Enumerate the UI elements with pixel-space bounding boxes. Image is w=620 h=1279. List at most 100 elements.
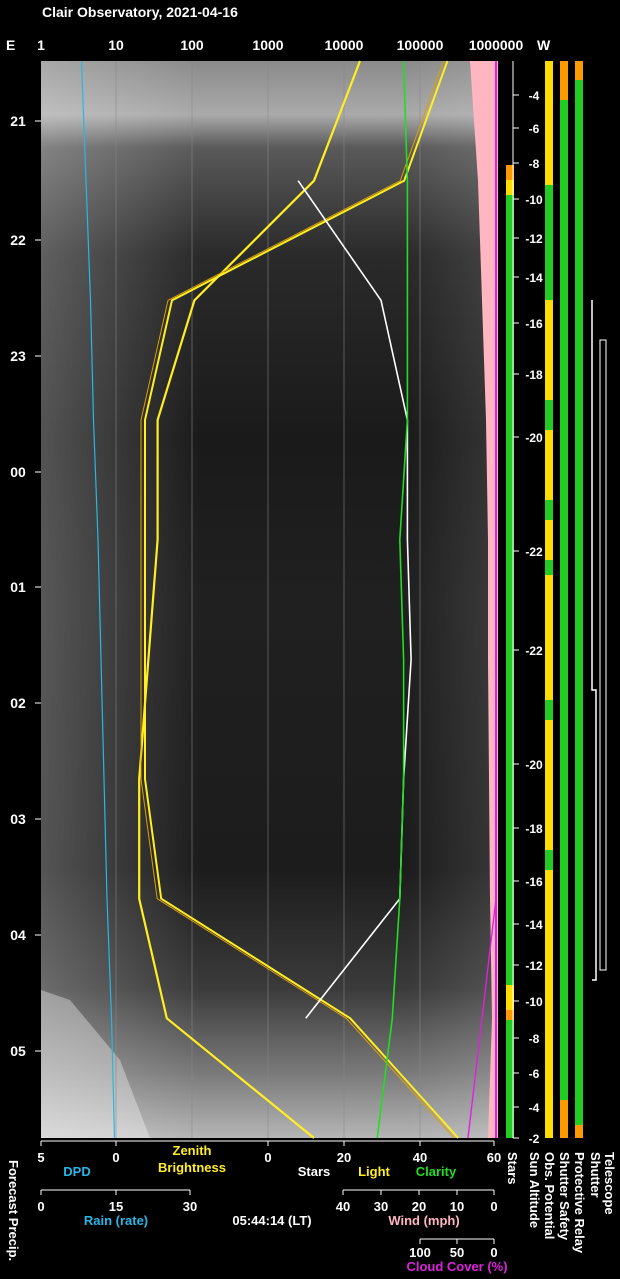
bottom-axis-tick-label: 0 — [112, 1150, 119, 1165]
status-bar-segment — [560, 1100, 568, 1138]
status-bar-segment — [506, 165, 514, 180]
telescope-series-line — [591, 300, 597, 981]
wind-axis-tick-label: 20 — [412, 1199, 426, 1214]
sun-altitude-label: -18 — [525, 822, 543, 836]
dpd-label: DPD — [63, 1164, 90, 1179]
forecast-precip-label: Forecast Precip. — [6, 1160, 21, 1261]
top-scale-label: 10000 — [325, 37, 364, 53]
time-tick-label: 01 — [10, 579, 26, 595]
top-scale-label: 100000 — [397, 37, 444, 53]
wind-axis-tick-label: 0 — [490, 1199, 497, 1214]
rain-axis-tick-label: 0 — [37, 1199, 44, 1214]
wind-axis-ticks: 40 30 20 10 0 — [336, 1190, 498, 1214]
sun-altitude-axis: -4 -6 -8 -10 -12 -14 -16 -18 -20 -22 -22 -20 -18 -16 -… — [512, 61, 543, 1146]
status-bar-segment — [545, 185, 553, 300]
shutter-indicator — [599, 339, 607, 971]
sun-altitude-label: -20 — [525, 758, 543, 772]
sun-altitude-label: -12 — [525, 959, 543, 973]
top-scale: 1 10 100 1000 10000 100000 1000000 — [37, 37, 523, 53]
sun-altitude-label: -12 — [525, 232, 543, 246]
status-bar-segment — [560, 61, 568, 100]
wind-axis-tick-label: 10 — [450, 1199, 464, 1214]
top-scale-label: 100 — [180, 37, 204, 53]
light-series-line — [144, 60, 459, 1139]
sun-altitude-label: -22 — [525, 644, 543, 658]
status-bar-segment — [575, 80, 583, 1125]
bottom-axis-tick-label: 0 — [264, 1150, 271, 1165]
cloud-axis-tick-label: 50 — [450, 1245, 464, 1260]
status-bar-segment — [545, 1050, 553, 1138]
sun-altitude-label: -10 — [525, 193, 543, 207]
time-tick-label: 00 — [10, 464, 26, 480]
status-column-label: Protective Relay — [572, 1152, 587, 1254]
bottom-axis-ticks: 5 0 0 20 40 60 — [37, 1141, 501, 1165]
status-bar-segment — [545, 520, 553, 1050]
status-bar-segment — [545, 61, 553, 185]
wind-label: Wind (mph) — [388, 1213, 459, 1228]
dawn-glow — [41, 990, 150, 1138]
cloud-axis-tick-label: 100 — [409, 1245, 431, 1260]
bottom-axis-tick-label: 5 — [37, 1150, 44, 1165]
top-scale-label: 1000 — [252, 37, 283, 53]
sun-altitude-label: -22 — [525, 545, 543, 559]
status-bar-segment — [575, 1125, 583, 1138]
brightness-label: Brightness — [158, 1160, 226, 1175]
top-scale-label: 1000000 — [469, 37, 524, 53]
sun-altitude-label: -18 — [525, 368, 543, 382]
status-bar-segment — [506, 985, 514, 1010]
bottom-axis-tick-label: 40 — [413, 1150, 427, 1165]
decade-gridlines — [115, 61, 421, 1138]
bottom-axis-tick-label: 20 — [337, 1150, 351, 1165]
time-tick-label: 03 — [10, 811, 26, 827]
status-bar-segment — [545, 850, 553, 870]
time-readout: 05:44:14 (LT) — [232, 1213, 311, 1228]
sun-altitude-label: -4 — [529, 89, 540, 103]
status-bar-segment — [545, 400, 553, 430]
sun-altitude-label: -2 — [529, 1132, 540, 1146]
time-tick-label: 22 — [10, 232, 26, 248]
sun-altitude-label: -6 — [529, 122, 540, 136]
west-label: W — [537, 37, 551, 53]
sun-altitude-label: -16 — [525, 317, 543, 331]
status-column-labels: Stars Sun Altitude Obs. Potential Shutter S… — [505, 1152, 617, 1254]
sky-side-glow — [41, 61, 498, 1138]
time-tick-label: 04 — [10, 927, 26, 943]
time-tick-label: 23 — [10, 348, 26, 364]
status-bar-segment — [545, 500, 553, 520]
time-tick-label: 02 — [10, 695, 26, 711]
time-tick-label: 21 — [10, 113, 26, 129]
cloud-axis-ticks: 100 50 0 — [409, 1239, 498, 1260]
sun-altitude-label: -6 — [529, 1067, 540, 1081]
status-bar-segment — [506, 180, 514, 195]
status-column-label: Sun Altitude — [527, 1152, 542, 1228]
rain-axis-tick-label: 15 — [109, 1199, 123, 1214]
top-scale-label: 10 — [108, 37, 124, 53]
status-bar-segment — [545, 700, 553, 720]
chart-title: Clair Observatory, 2021-04-16 — [42, 4, 238, 20]
cloud-axis-tick-label: 0 — [490, 1245, 497, 1260]
clarity-series-line — [376, 60, 409, 1139]
sun-altitude-label: -10 — [525, 995, 543, 1009]
time-tick-label: 05 — [10, 1043, 26, 1059]
status-column-label: Shutter Safety — [557, 1152, 572, 1241]
status-column-label: Shutter — [588, 1152, 603, 1198]
bottom-axis-tick-label: 60 — [487, 1150, 501, 1165]
sun-altitude-label: -20 — [525, 431, 543, 445]
east-label: E — [6, 37, 15, 53]
sun-altitude-label: -14 — [525, 918, 543, 932]
zenith-brightness-series-line — [138, 60, 362, 1139]
sun-altitude-label: -14 — [525, 271, 543, 285]
status-bar-segment — [506, 195, 514, 985]
status-column-label: Obs. Potential — [542, 1152, 557, 1239]
sun-altitude-label: -8 — [529, 157, 540, 171]
zenith-label: Zenith — [173, 1143, 212, 1158]
light-label: Light — [358, 1164, 390, 1179]
cloud-label: Cloud Cover (%) — [406, 1259, 507, 1274]
dpd-series-line — [80, 60, 116, 1139]
rain-label: Rain (rate) — [84, 1213, 148, 1228]
wind-axis-tick-label: 30 — [374, 1199, 388, 1214]
status-column-label: Stars — [505, 1152, 520, 1185]
status-bar-segment — [545, 560, 553, 575]
sun-altitude-label: -8 — [529, 1032, 540, 1046]
